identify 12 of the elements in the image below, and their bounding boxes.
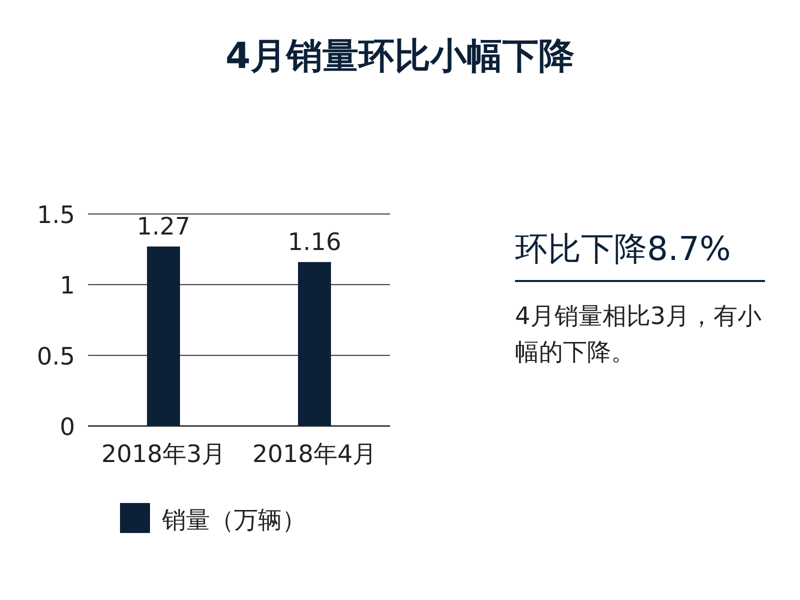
chart-title: 4月销量环比小幅下降 [225,36,575,77]
x-tick-label: 2018年4月 [252,440,377,468]
text: 环比下降8.7% [515,229,731,268]
y-tick-label: 0.5 [36,342,75,370]
data-label: 1.27 [136,212,190,241]
y-tick-label: 0 [60,413,75,441]
x-tick-label: 2018年3月 [101,440,226,468]
y-tick-label: 1.5 [36,201,75,229]
text: 4月销量相比3月，有小幅的下降。 [515,302,762,366]
data-label: 1.16 [288,228,342,256]
y-tick-label: 1 [60,272,75,300]
legend-label: 销量（万辆） [161,506,306,534]
